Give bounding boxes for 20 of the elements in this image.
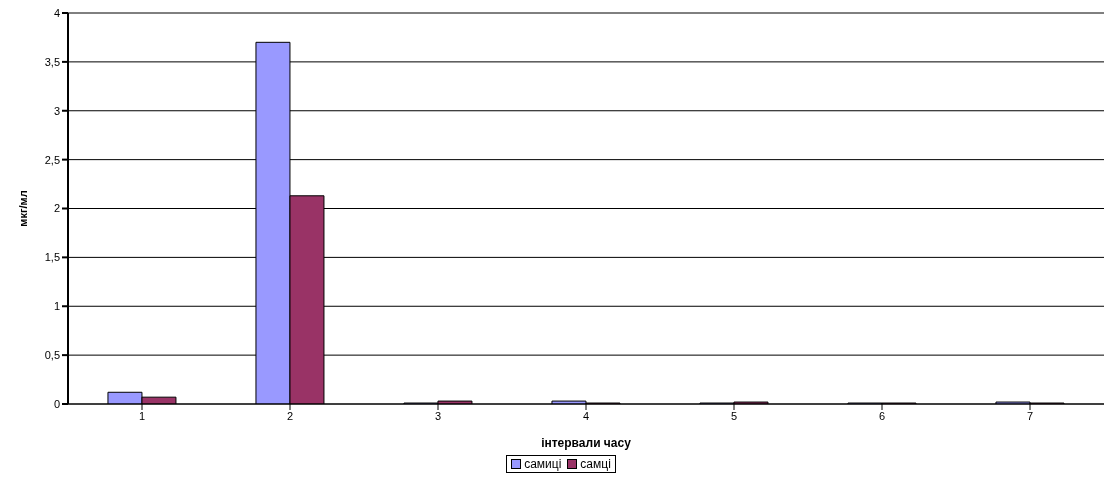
legend-label: самці xyxy=(579,457,611,471)
legend-label: самиці xyxy=(523,457,562,471)
y-tick-label: 1,5 xyxy=(44,251,60,264)
y-tick-label: 0,5 xyxy=(44,349,60,362)
y-tick-label: 0 xyxy=(53,397,60,410)
y-tick-label: 1 xyxy=(53,300,60,313)
x-tick-label: 1 xyxy=(138,409,146,422)
y-tick-label: 3 xyxy=(53,104,60,117)
y-tick-label: 2,5 xyxy=(44,153,60,166)
y-tick-label: 2 xyxy=(53,202,60,215)
x-tick-label: 6 xyxy=(878,409,886,422)
y-tick-label: 3,5 xyxy=(44,55,60,68)
x-tick-label: 3 xyxy=(434,409,442,422)
x-tick-label: 4 xyxy=(582,409,590,422)
y-axis-title: мкг/мл xyxy=(16,190,29,227)
x-tick-label: 5 xyxy=(730,409,738,422)
x-tick-label: 2 xyxy=(286,409,294,422)
y-tick-label: 4 xyxy=(53,6,60,19)
x-axis-title: інтервали часу xyxy=(541,436,632,450)
x-tick-label: 7 xyxy=(1026,409,1034,422)
